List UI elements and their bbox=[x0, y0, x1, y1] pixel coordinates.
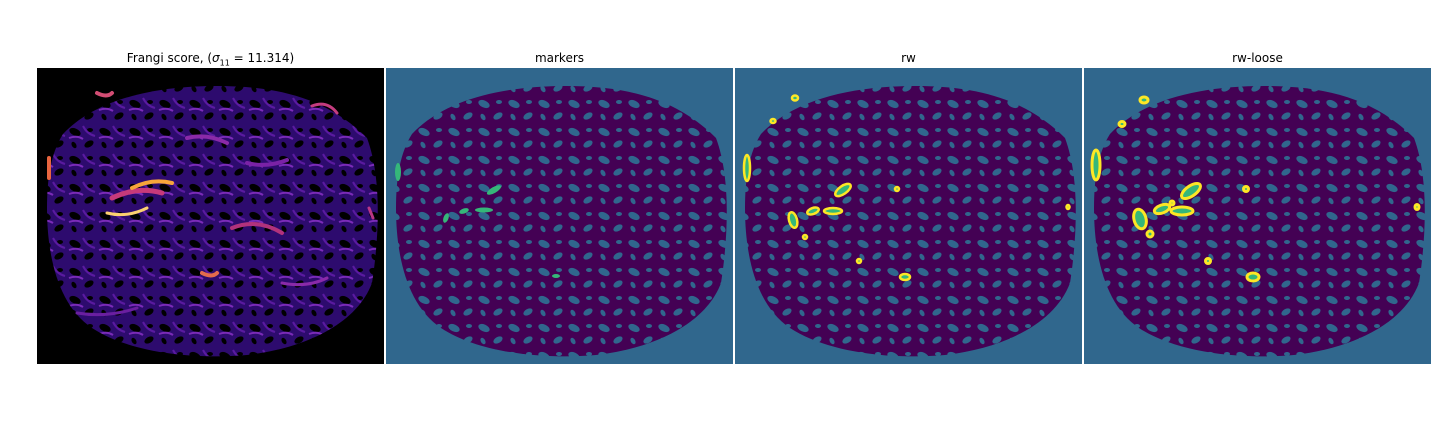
markers-image bbox=[386, 68, 733, 364]
rw-loose-panel: rw-loose bbox=[1084, 48, 1431, 364]
frangi-score-panel: Frangi score, (σ11 = 11.314) bbox=[37, 48, 384, 364]
rw-loose-image bbox=[1084, 68, 1431, 364]
rw-image bbox=[735, 68, 1082, 364]
frangi-score-image bbox=[37, 68, 384, 364]
markers-panel: markers bbox=[386, 48, 733, 364]
rw-panel: rw bbox=[735, 48, 1082, 364]
panel-title-frangi: Frangi score, (σ11 = 11.314) bbox=[126, 51, 295, 68]
panel-title-markers: markers bbox=[534, 51, 585, 65]
panel-title-rw: rw bbox=[901, 51, 916, 65]
panel-title-rw-loose: rw-loose bbox=[1232, 51, 1283, 65]
